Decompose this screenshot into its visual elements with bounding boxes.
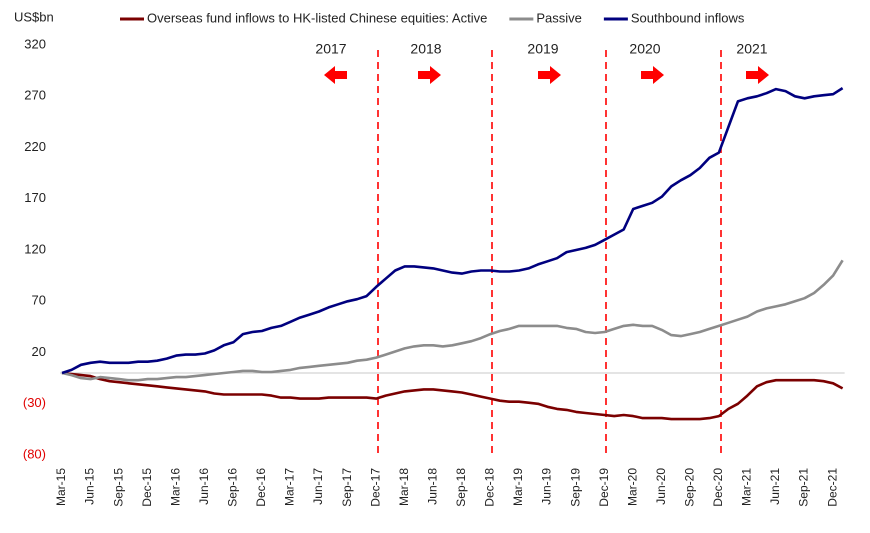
legend-label: Overseas fund inflows to HK-listed Chine… — [147, 10, 487, 25]
year-label: 2019 — [527, 41, 558, 57]
x-tick-label: Sep-21 — [797, 468, 811, 507]
x-tick-label: Sep-19 — [568, 468, 582, 507]
x-tick-label: Mar-16 — [168, 468, 182, 506]
arrow-left — [324, 66, 347, 84]
x-tick-label: Sep-15 — [111, 468, 125, 507]
x-tick-label: Jun-17 — [311, 468, 325, 505]
x-tick-label: Jun-18 — [425, 468, 439, 505]
x-tick-label: Mar-15 — [54, 468, 68, 506]
year-label: 2020 — [629, 41, 660, 57]
x-tick-label: Dec-19 — [597, 468, 611, 507]
y-tick-label: (80) — [23, 446, 46, 461]
legend-label: Passive — [536, 10, 582, 25]
arrow-right — [641, 66, 664, 84]
y-tick-label: 170 — [24, 190, 46, 205]
y-tick-label: 220 — [24, 139, 46, 154]
y-axis-label: US$bn — [14, 9, 54, 24]
x-tick-label: Dec-15 — [140, 468, 154, 507]
x-tick-label: Jun-15 — [83, 468, 97, 505]
arrows — [324, 66, 769, 84]
x-tick-label: Sep-20 — [682, 468, 696, 507]
x-tick-label: Mar-18 — [397, 468, 411, 506]
x-tick-label: Dec-20 — [711, 468, 725, 507]
series-line — [61, 87, 844, 375]
y-tick-label: (30) — [23, 395, 46, 410]
year-label: 2018 — [410, 41, 441, 57]
series-line — [61, 371, 844, 421]
x-tick-label: Mar-21 — [740, 468, 754, 506]
y-tick-label: 270 — [24, 88, 46, 103]
year-label: 2017 — [315, 41, 346, 57]
x-tick-label: Jun-16 — [197, 468, 211, 505]
x-tick-label: Dec-16 — [254, 468, 268, 507]
x-tick-label: Jun-20 — [654, 468, 668, 505]
arrow-right — [538, 66, 561, 84]
x-tick-label: Sep-16 — [226, 468, 240, 507]
arrow-right — [746, 66, 769, 84]
x-tick-label: Sep-18 — [454, 468, 468, 507]
x-tick-label: Sep-17 — [340, 468, 354, 507]
y-tick-label: 120 — [24, 241, 46, 256]
year-label: 2021 — [736, 41, 767, 57]
x-tick-label: Dec-17 — [368, 468, 382, 507]
x-tick-label: Dec-21 — [825, 468, 839, 507]
x-tick-label: Jun-21 — [768, 468, 782, 505]
x-tick-label: Mar-19 — [511, 468, 525, 506]
x-tick-label: Dec-18 — [483, 468, 497, 507]
year-dividers — [377, 50, 722, 455]
y-tick-label: 70 — [32, 293, 46, 308]
series-line — [61, 259, 844, 382]
y-tick-label: 320 — [24, 36, 46, 51]
x-tick-label: Mar-20 — [625, 468, 639, 506]
y-tick-label: 20 — [32, 344, 46, 359]
arrow-right — [418, 66, 441, 84]
legend-label: Southbound inflows — [631, 10, 745, 25]
x-tick-label: Jun-19 — [540, 468, 554, 505]
x-tick-label: Mar-17 — [283, 468, 297, 506]
